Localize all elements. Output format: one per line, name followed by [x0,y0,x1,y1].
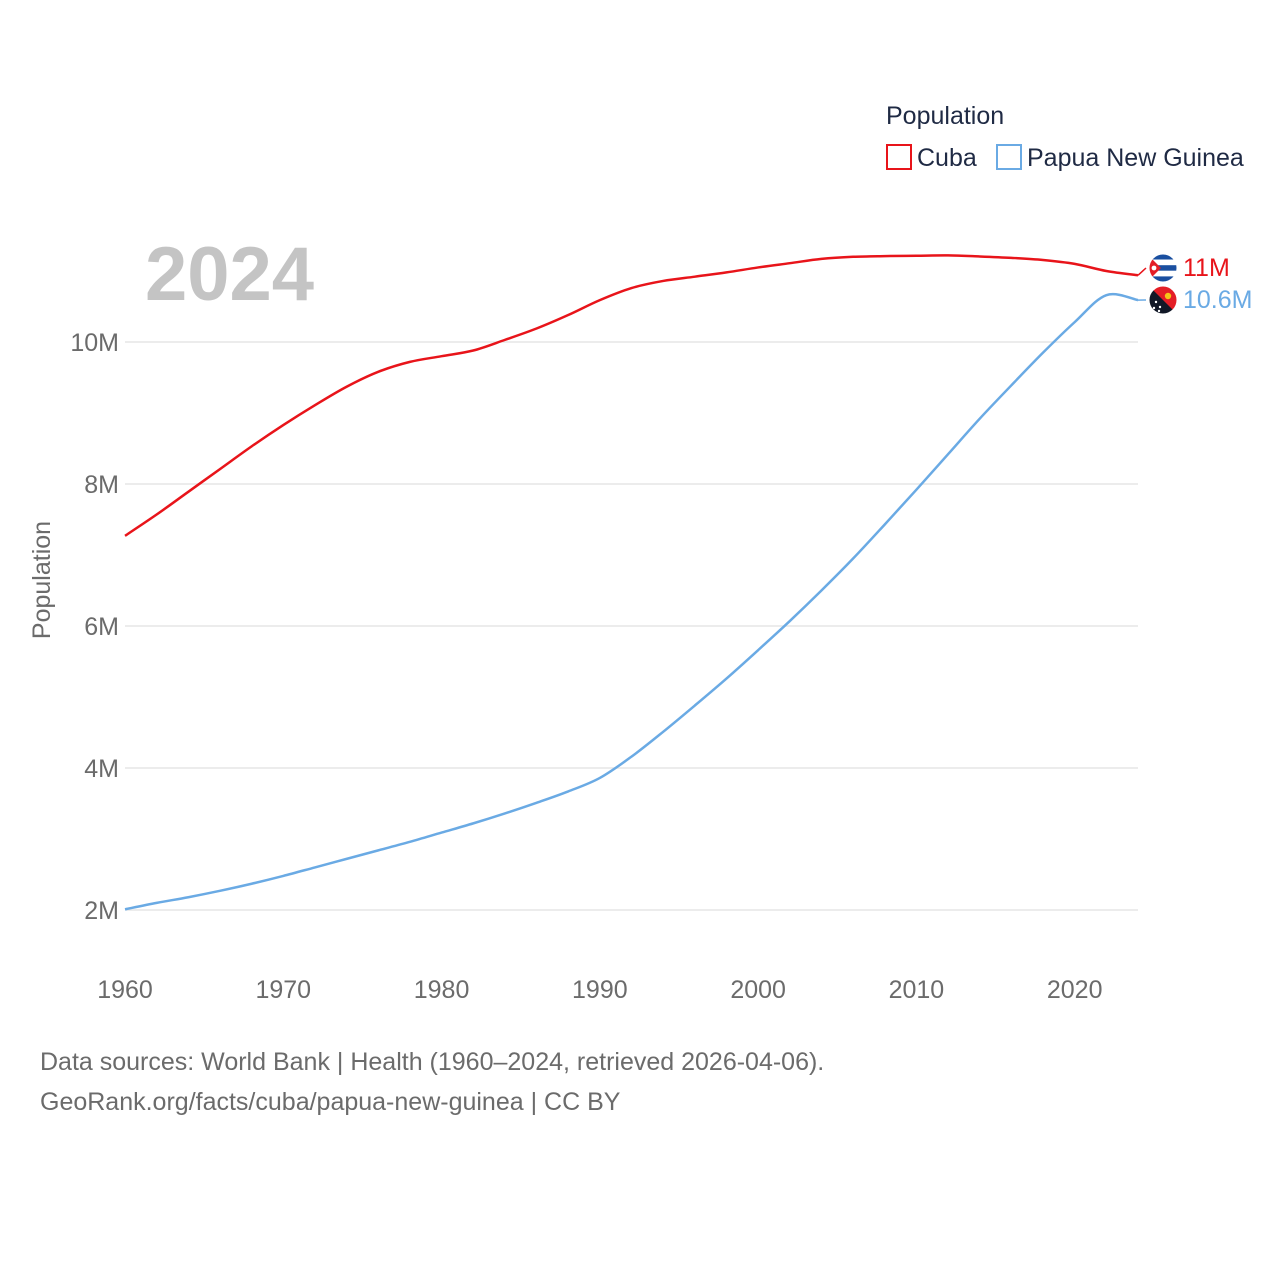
end-value-label: 11M [1183,254,1230,282]
legend-title: Population [886,102,1004,130]
end-value-label: 10.6M [1183,286,1252,314]
x-tick-label: 1960 [97,976,153,1004]
legend: Population Cuba Papua New Guinea [886,102,1244,172]
legend-label: Cuba [917,144,977,172]
y-tick-label: 10M [70,329,119,357]
x-tick-label: 1990 [572,976,628,1004]
end-connector [1137,267,1147,276]
source-link-text[interactable]: GeoRank.org/facts/cuba/papua-new-guinea … [40,1088,621,1116]
population-line-chart: 2M 4M 6M 8M 10M 1960 1970 1980 1990 2000 2010 2020… [28,102,1252,1004]
end-markers: 11M 10.6M [1137,253,1252,315]
legend-item-cuba[interactable]: Cuba [886,144,977,172]
legend-swatch [996,144,1022,170]
cuba-flag-icon [1148,253,1178,283]
y-axis-label: Population [28,521,56,639]
y-axis-ticks: 2M 4M 6M 8M 10M [70,329,119,925]
x-tick-label: 1980 [414,976,470,1004]
data-sources-text: Data sources: World Bank | Health (1960–… [40,1048,825,1076]
series-line-papua-new-guinea [124,293,1139,911]
year-label: 2024 [145,232,314,317]
footer: Data sources: World Bank | Health (1960–… [40,1042,824,1122]
legend-item-papua-new-guinea[interactable]: Papua New Guinea [996,144,1244,172]
series-lines [124,254,1139,911]
y-tick-label: 6M [84,613,119,641]
y-tick-label: 8M [84,471,119,499]
x-axis-ticks: 1960 1970 1980 1990 2000 2010 2020 [97,976,1102,1004]
gridlines [125,341,1138,911]
legend-swatch [886,144,912,170]
x-tick-label: 2010 [889,976,945,1004]
x-tick-label: 2020 [1047,976,1103,1004]
x-tick-label: 1970 [255,976,311,1004]
png-flag-icon [1148,285,1178,315]
y-tick-label: 2M [84,897,119,925]
legend-label: Papua New Guinea [1027,144,1244,172]
series-line-cuba [124,254,1139,537]
x-tick-label: 2000 [730,976,786,1004]
y-tick-label: 4M [84,755,119,783]
